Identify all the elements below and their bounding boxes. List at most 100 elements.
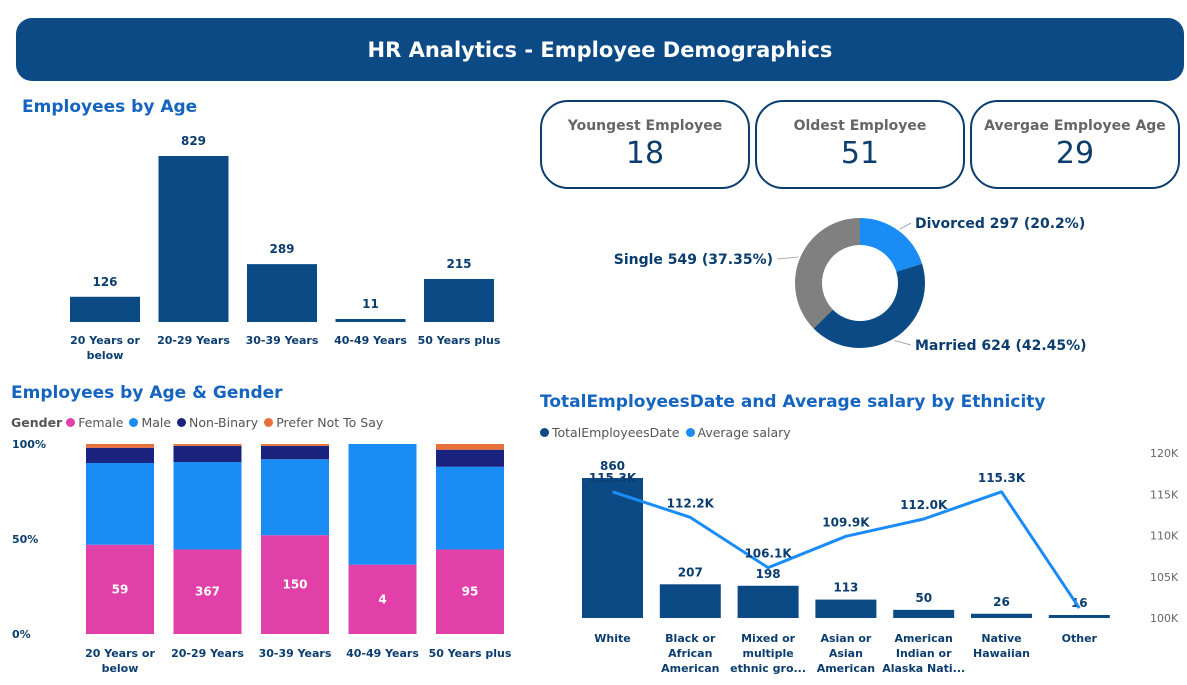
stacked-segment-prefer-not-to-say [261, 444, 329, 446]
age-category-label: below [87, 349, 124, 362]
ethnicity-bar-value-label: 860 [600, 459, 625, 473]
donut-leader-line [776, 256, 799, 260]
stacked-segment-male [436, 466, 504, 550]
legend-item-prefer-not-to-say[interactable]: Prefer Not To Say [264, 415, 383, 430]
ethnicity-category-label: Asian [829, 647, 863, 660]
female-value-label: 4 [378, 592, 386, 606]
ethnicity-category-label: Hawaiian [973, 647, 1030, 660]
legend-item-total-employees[interactable]: TotalEmployeesDate [540, 425, 680, 440]
age-chart-title: Employees by Age [22, 97, 198, 117]
stacked-segment-female [436, 549, 504, 634]
age-category-label: 50 Years plus [418, 334, 501, 347]
ethnicity-bar [1048, 615, 1110, 618]
marital-status-donut-chart: Divorced 297 (20.2%) Married 624 (42.45%)… [614, 216, 1087, 354]
age-gender-category-label: below [102, 662, 139, 675]
donut-slice-label: Divorced 297 (20.2%) [915, 216, 1085, 232]
ethnicity-category-label: Black or [665, 632, 716, 645]
donut-slice [795, 218, 860, 329]
stacked-segment-non-binary [173, 445, 242, 463]
kpi-average-age-label: Avergae Employee Age [984, 118, 1166, 134]
dashboard-title: HR Analytics - Employee Demographics [367, 37, 833, 62]
average-salary-label: 109.9K [822, 515, 870, 529]
legend-dot-prefer-not-to-say [264, 418, 274, 427]
age-category-label: 20 Years or [70, 334, 140, 347]
kpi-average-age-value: 29 [1055, 136, 1095, 171]
ethnicity-category-label: White [594, 632, 630, 645]
age-category-label: 20-29 Years [157, 334, 230, 347]
age-bar-value-label: 829 [181, 134, 206, 148]
age-gender-stacked-chart: 0% 50% 100% 59 20 Years or below 367 20-29 Year… [12, 438, 512, 675]
stacked-segment-male [173, 462, 242, 550]
legend-dot-male [129, 418, 139, 427]
age-bar-value-label: 11 [362, 297, 379, 311]
age-gender-category-label: 30-39 Years [259, 647, 332, 660]
ethnicity-category-label: American [817, 662, 875, 675]
average-salary-line [612, 490, 1081, 609]
stacked-segment-male [261, 459, 329, 536]
legend-item-non-binary[interactable]: Non-Binary [177, 415, 258, 430]
age-bar [70, 296, 140, 322]
ethnicity-bar [659, 584, 721, 618]
ethnicity-legend: TotalEmployeesDate Average salary [540, 425, 797, 440]
legend-dot-female [66, 418, 76, 427]
age-gender-category-label: 20-29 Years [171, 647, 244, 660]
female-value-label: 150 [282, 578, 307, 592]
age-gender-chart-title: Employees by Age & Gender [11, 383, 283, 403]
legend-label-total-employees: TotalEmployeesDate [552, 425, 680, 440]
ethnicity-combo-chart: 100K 105K 110K 115K 120K 860 White 207 Black or A… [582, 447, 1179, 675]
legend-item-female[interactable]: Female [66, 415, 123, 430]
y-tick-label: 50% [12, 533, 38, 546]
ethnicity-bar-value-label: 207 [678, 565, 703, 579]
legend-dot-total-employees [540, 428, 549, 437]
donut-leader-line [899, 222, 912, 230]
age-bar [247, 264, 317, 322]
age-bar-value-label: 215 [446, 257, 471, 271]
legend-item-male[interactable]: Male [129, 415, 171, 430]
age-category-label: 40-49 Years [334, 334, 407, 347]
kpi-youngest-value: 18 [625, 136, 665, 171]
female-value-label: 95 [462, 585, 479, 599]
average-salary-label: 106.1K [744, 547, 792, 561]
ethnicity-category-label: multiple [742, 647, 793, 660]
kpi-oldest-value: 51 [840, 136, 880, 171]
ethnicity-bar [737, 585, 799, 618]
average-salary-label: 112.2K [667, 496, 715, 510]
stacked-segment-female [261, 535, 329, 634]
ethnicity-category-label: Indian or [896, 647, 952, 660]
average-salary-label: 115.3K [978, 471, 1026, 485]
ethnicity-bar-value-label: 26 [993, 595, 1010, 609]
y2-tick-label: 115K [1150, 488, 1179, 501]
age-gender-category-label: 20 Years or [85, 647, 155, 660]
ethnicity-category-label: American [894, 632, 952, 645]
legend-dot-non-binary [177, 418, 187, 427]
y-tick-label: 100% [12, 438, 46, 451]
gender-legend-title: Gender [11, 415, 63, 430]
ethnicity-bar [893, 609, 955, 618]
age-gender-category-label: 40-49 Years [346, 647, 419, 660]
ethnicity-category-label: Asian or [820, 632, 871, 645]
gender-legend: Gender Female Male Non-Binary Prefer Not… [11, 415, 389, 430]
dashboard-header: HR Analytics - Employee Demographics [16, 18, 1184, 81]
age-gender-category-label: 50 Years plus [429, 647, 512, 660]
kpi-youngest-card: Youngest Employee 18 [540, 100, 750, 189]
female-value-label: 367 [195, 585, 220, 599]
kpi-average-age-card: Avergae Employee Age 29 [970, 100, 1180, 189]
ethnicity-bar-value-label: 113 [833, 581, 858, 595]
legend-label-prefer-not-to-say: Prefer Not To Say [276, 415, 384, 430]
donut-slice [813, 263, 925, 348]
ethnicity-bar-value-label: 50 [915, 591, 932, 605]
legend-item-average-salary[interactable]: Average salary [685, 425, 791, 440]
legend-label-average-salary: Average salary [697, 425, 791, 440]
ethnicity-bar [971, 613, 1032, 618]
ethnicity-category-label: African [668, 647, 712, 660]
donut-leader-line [894, 340, 912, 346]
stacked-segment-female [173, 549, 242, 634]
ethnicity-chart-title: TotalEmployeesDate and Average salary by… [540, 392, 1046, 412]
female-value-label: 59 [112, 582, 129, 596]
stacked-segment-non-binary [261, 445, 329, 460]
average-salary-label: 112.0K [900, 498, 948, 512]
ethnicity-bar-value-label: 198 [756, 567, 781, 581]
stacked-segment-female [348, 564, 417, 634]
legend-dot-average-salary [685, 428, 695, 437]
stacked-segment-prefer-not-to-say [86, 444, 154, 448]
